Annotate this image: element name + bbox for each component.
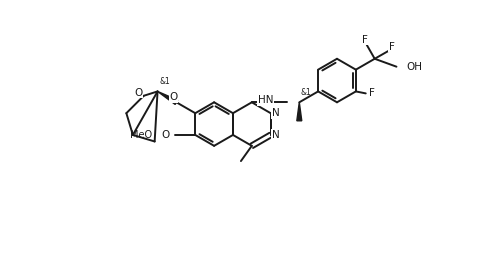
Text: &1: &1 xyxy=(300,88,311,97)
Text: F: F xyxy=(369,88,375,98)
Text: OH: OH xyxy=(407,62,422,72)
Polygon shape xyxy=(158,92,178,105)
Text: &1: &1 xyxy=(160,77,170,87)
Text: HN: HN xyxy=(258,95,273,105)
Text: O: O xyxy=(135,88,143,98)
Text: O: O xyxy=(162,130,170,140)
Text: N: N xyxy=(272,130,280,140)
Polygon shape xyxy=(297,102,302,121)
Text: F: F xyxy=(388,42,394,52)
Text: N: N xyxy=(272,108,280,118)
Text: F: F xyxy=(362,35,368,45)
Text: MeO: MeO xyxy=(130,130,152,140)
Text: O: O xyxy=(169,92,178,102)
